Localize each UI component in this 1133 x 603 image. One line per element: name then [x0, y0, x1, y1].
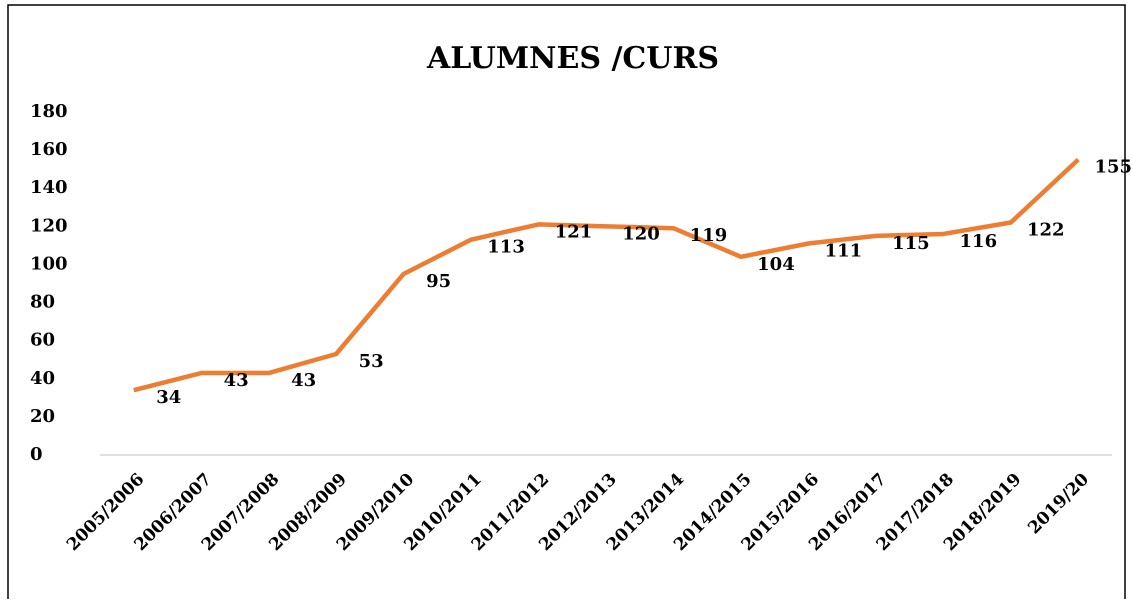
y-tick-label: 20 [30, 406, 55, 427]
data-label: 155 [1094, 157, 1132, 178]
y-tick-label: 60 [30, 330, 55, 351]
data-label: 34 [156, 387, 181, 408]
data-label: 111 [825, 240, 863, 261]
y-tick-label: 120 [30, 215, 68, 236]
y-tick-label: 140 [30, 177, 68, 198]
y-tick-label: 0 [30, 444, 43, 465]
data-label: 121 [555, 221, 593, 242]
y-tick-label: 40 [30, 368, 55, 389]
data-label: 43 [224, 370, 249, 391]
y-tick-label: 100 [30, 253, 68, 274]
data-label: 95 [426, 271, 451, 292]
data-label: 115 [892, 233, 930, 254]
data-label: 120 [622, 223, 660, 244]
y-tick-label: 80 [30, 292, 55, 313]
chart-title: ALUMNES /CURS [426, 41, 719, 76]
y-tick-label: 180 [30, 101, 68, 122]
chart-frame [7, 4, 1126, 603]
data-label: 113 [487, 237, 525, 258]
series-line [133, 157, 1080, 393]
y-tick-label: 160 [30, 139, 68, 160]
data-label: 104 [757, 254, 795, 275]
data-label: 122 [1027, 220, 1065, 241]
data-label: 119 [690, 225, 728, 246]
data-label: 53 [359, 351, 384, 372]
data-label: 43 [291, 370, 316, 391]
data-label: 116 [960, 231, 998, 252]
